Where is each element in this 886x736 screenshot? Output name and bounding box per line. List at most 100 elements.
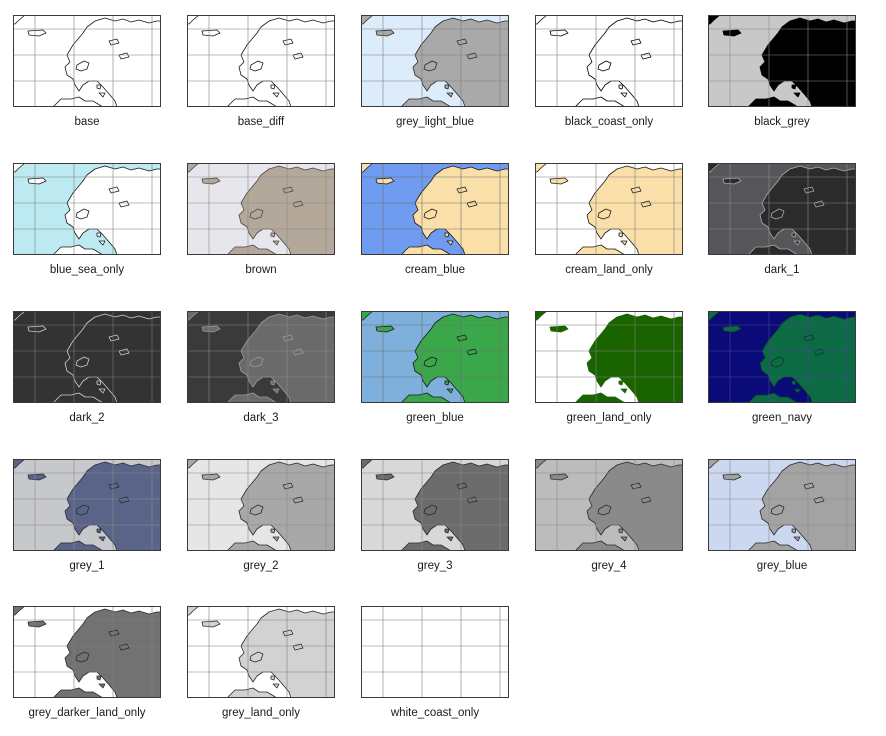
coastline	[456, 334, 468, 342]
style-tile[interactable]: base_diff	[187, 15, 335, 143]
coastline	[96, 84, 102, 90]
coastline	[249, 60, 264, 72]
style-tile[interactable]: black_coast_only	[535, 15, 683, 143]
coastline	[270, 675, 276, 681]
graticule	[708, 459, 856, 551]
style-tile[interactable]: grey_1	[13, 459, 161, 587]
style-tile[interactable]: dark_1	[708, 163, 856, 291]
coastline	[226, 540, 278, 551]
europe-map	[708, 163, 856, 255]
style-tile[interactable]: black_grey	[708, 15, 856, 143]
coastline	[75, 356, 90, 368]
graticule	[535, 311, 683, 403]
graticule	[187, 459, 335, 551]
style-tile[interactable]: grey_4	[535, 459, 683, 587]
map-frame	[361, 163, 509, 255]
coastline	[361, 606, 374, 616]
coastline	[574, 244, 626, 255]
style-tile[interactable]: white_coast_only	[361, 606, 509, 734]
coastline	[803, 186, 815, 194]
style-tile[interactable]: blue_sea_only	[13, 163, 161, 291]
europe-map	[708, 459, 856, 551]
coastline	[630, 482, 642, 490]
style-tile[interactable]: grey_2	[187, 459, 335, 587]
style-tile[interactable]: grey_light_blue	[361, 15, 509, 143]
graticule	[535, 15, 683, 107]
style-tile[interactable]: grey_blue	[708, 459, 856, 587]
style-tile[interactable]: green_navy	[708, 311, 856, 439]
style-tile[interactable]: grey_3	[361, 459, 509, 587]
coastline	[549, 29, 569, 37]
style-tile[interactable]: base	[13, 15, 161, 143]
coastline	[803, 334, 815, 342]
map-thumbnail	[13, 606, 161, 698]
coastline	[791, 380, 797, 386]
coastline	[466, 348, 478, 356]
coastline	[249, 356, 264, 368]
coastline	[535, 15, 548, 25]
coastline	[75, 60, 90, 72]
coastline	[201, 473, 221, 481]
coastline	[456, 186, 468, 194]
map-frame	[361, 606, 509, 698]
coastline	[292, 348, 304, 356]
coastline	[292, 200, 304, 208]
coastline	[535, 163, 548, 173]
style-tile[interactable]: brown	[187, 163, 335, 291]
map-thumbnail	[708, 459, 856, 551]
coastline	[108, 334, 120, 342]
style-label: grey_blue	[756, 560, 808, 572]
europe-map	[535, 459, 683, 551]
coastline	[813, 496, 825, 504]
style-tile[interactable]: cream_land_only	[535, 163, 683, 291]
coastline	[27, 473, 47, 481]
map-thumbnail	[361, 606, 509, 698]
coastline	[618, 380, 624, 386]
coastline	[446, 388, 454, 394]
style-tile[interactable]: green_blue	[361, 311, 509, 439]
map-thumbnail	[13, 15, 161, 107]
coastline	[770, 208, 785, 220]
europe-map	[13, 606, 161, 698]
map-frame	[187, 606, 335, 698]
coastline	[535, 311, 548, 321]
map-frame	[535, 163, 683, 255]
coastline	[187, 311, 200, 321]
coastline	[444, 84, 450, 90]
coastline	[813, 52, 825, 60]
europe-map	[13, 459, 161, 551]
coastline	[423, 60, 438, 72]
style-tile[interactable]: dark_3	[187, 311, 335, 439]
coastline	[201, 29, 221, 37]
europe-map	[361, 163, 509, 255]
map-thumbnail	[187, 15, 335, 107]
coastline	[620, 92, 628, 98]
style-tile[interactable]: cream_blue	[361, 163, 509, 291]
map-thumbnail	[535, 163, 683, 255]
coastline	[249, 651, 264, 663]
coastline	[361, 459, 374, 469]
coastline	[620, 388, 628, 394]
europe-map	[187, 311, 335, 403]
style-tile[interactable]: grey_land_only	[187, 606, 335, 734]
coastline	[791, 84, 797, 90]
style-tile[interactable]: grey_darker_land_only	[13, 606, 161, 734]
coastline	[803, 38, 815, 46]
coastline	[574, 96, 626, 107]
coastline	[13, 606, 26, 616]
coastline	[27, 177, 47, 185]
coastline	[747, 96, 799, 107]
europe-map	[708, 15, 856, 107]
map-frame	[708, 459, 856, 551]
coastline	[52, 96, 104, 107]
coastline	[597, 356, 612, 368]
graticule	[361, 606, 509, 698]
style-tile[interactable]: dark_2	[13, 311, 161, 439]
coastline	[400, 392, 452, 403]
coastline	[75, 504, 90, 516]
map-frame	[361, 311, 509, 403]
style-tile[interactable]: green_land_only	[535, 311, 683, 439]
coastline	[272, 388, 280, 394]
coastline	[722, 177, 742, 185]
